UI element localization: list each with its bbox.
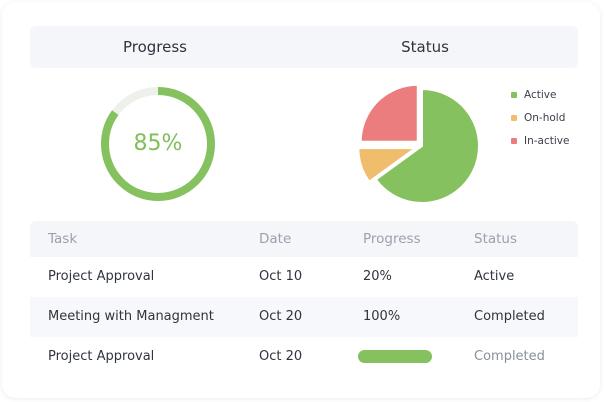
cell-status: Completed <box>474 309 545 324</box>
chart-header: Progress Status <box>30 26 578 68</box>
cell-task: Project Approval <box>48 349 155 364</box>
progress-donut-arc <box>101 87 215 201</box>
table-row[interactable]: Project Approval Oct 10 20% Active <box>30 257 578 297</box>
cell-task: Meeting with Managment <box>48 309 214 324</box>
pie-slice-on-hold <box>357 147 419 184</box>
cell-progress: 100% <box>363 309 401 324</box>
cell-date: Oct 10 <box>259 269 303 284</box>
cell-status: Completed <box>474 349 545 364</box>
table-row[interactable]: Meeting with Managment Oct 20 100% Compl… <box>30 297 578 337</box>
legend-swatch-in-active <box>511 138 517 144</box>
header-date[interactable]: Date <box>259 231 292 247</box>
status-pie-chart <box>357 84 480 204</box>
legend-label-in-active: In-active <box>524 135 570 147</box>
progress-percent: 85% <box>133 131 183 156</box>
progress-bar-fill <box>358 350 432 363</box>
progress-title: Progress <box>122 38 187 56</box>
legend-swatch-active <box>511 92 517 98</box>
cell-date: Oct 20 <box>259 309 303 324</box>
cell-date: Oct 20 <box>259 349 303 364</box>
pie-slice-in-active <box>359 84 419 143</box>
legend-swatch-on-hold <box>511 115 517 121</box>
task-table: Task Date Progress Status Project Approv… <box>30 221 578 379</box>
pie-slice-active <box>374 87 480 204</box>
cell-task: Project Approval <box>48 269 155 284</box>
progress-bar <box>358 350 432 363</box>
legend-label-active: Active <box>524 89 557 101</box>
progress-donut <box>101 87 215 201</box>
status-title: Status <box>401 38 449 56</box>
legend-label-on-hold: On-hold <box>524 112 566 124</box>
cell-progress: 20% <box>363 269 392 284</box>
header-task[interactable]: Task <box>48 231 78 247</box>
table-header: Task Date Progress Status <box>30 221 578 257</box>
header-progress[interactable]: Progress <box>363 231 421 247</box>
cell-status: Active <box>474 269 515 284</box>
dashboard-card: Progress Status 85% Active On-hold In-ac… <box>2 2 600 398</box>
header-status[interactable]: Status <box>474 231 518 247</box>
table-row[interactable]: Project Approval Oct 20 Completed <box>30 337 578 377</box>
